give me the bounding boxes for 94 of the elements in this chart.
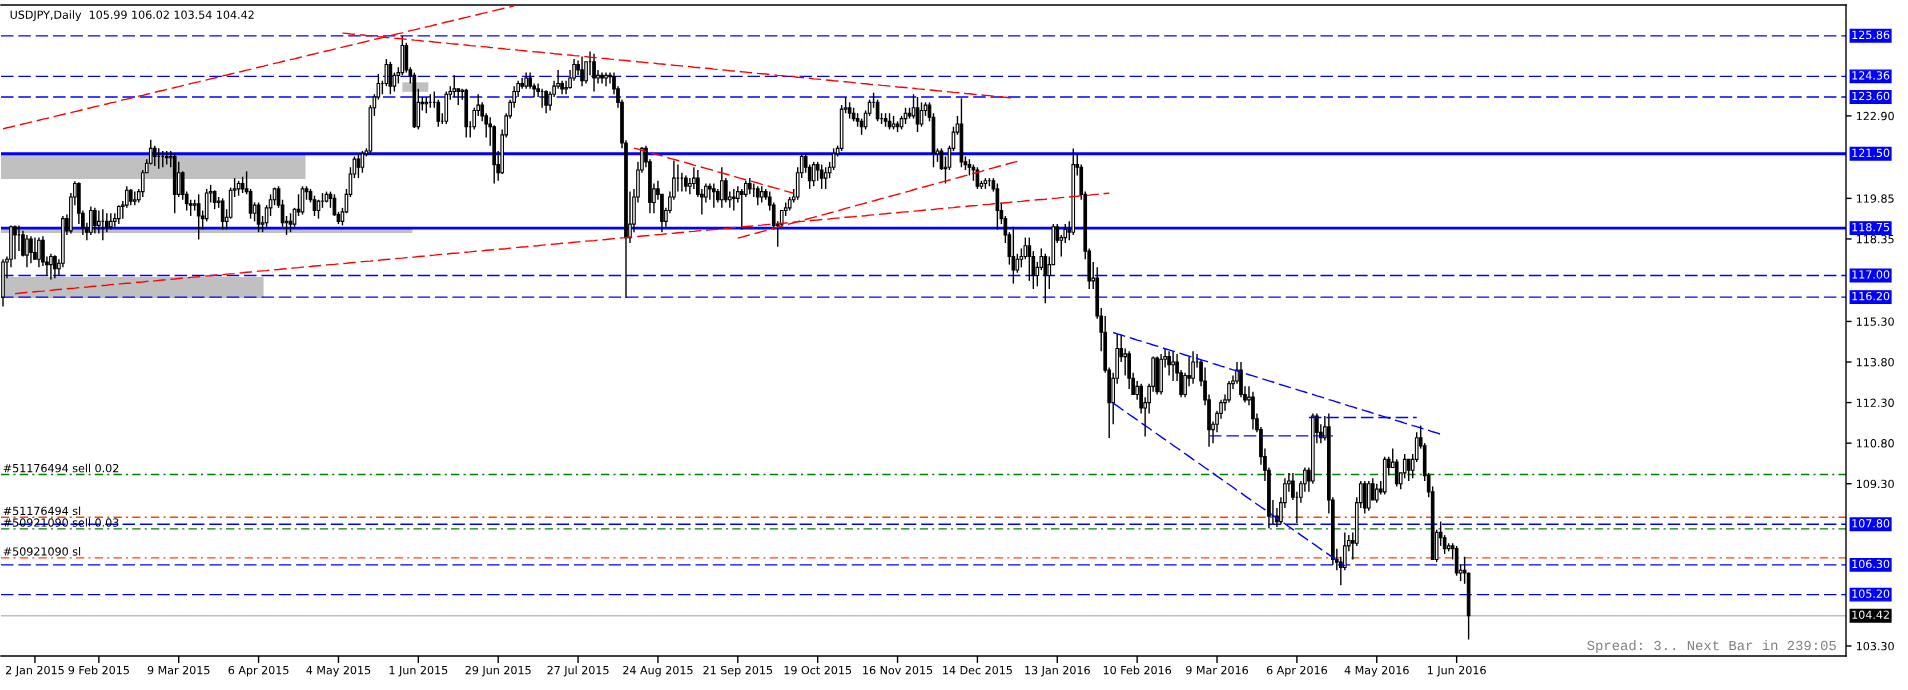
x-tick-label: 6 Apr 2015 — [228, 665, 289, 677]
candlestick — [29, 235, 33, 264]
candlestick — [360, 150, 365, 174]
x-tick-label: 9 Mar 2016 — [1186, 665, 1249, 675]
ref-line-label: 106.30 — [1852, 559, 1890, 569]
x-tick-label: 13 Jan 2016 — [1025, 665, 1090, 677]
candlestick — [592, 52, 596, 93]
ref-line-label: #51176494 sell 0.02 — [3, 463, 119, 473]
candlestick — [256, 201, 261, 233]
x-tick-label: 4 May 2015 — [306, 665, 371, 677]
candlestick — [37, 236, 41, 269]
ref-line-label: #51176494 sl — [3, 506, 81, 516]
x-tick-label: 1 Jun 2015 — [389, 665, 448, 677]
candlestick — [1171, 350, 1175, 382]
candlestick — [544, 89, 548, 114]
y-tick-label: 115.30 — [1856, 317, 1894, 326]
ref-line-label: 104.42 — [1852, 610, 1889, 619]
candlestick — [116, 204, 121, 225]
candlestick — [452, 74, 457, 98]
candlestick — [1442, 534, 1447, 555]
ref-line-label: 125.86 — [1852, 30, 1890, 40]
candlestick — [755, 185, 760, 206]
y-tick-label: 113.80 — [1856, 357, 1894, 367]
ref-line-label: 116.20 — [1852, 291, 1890, 301]
candlestick — [93, 207, 97, 235]
y-tick-label: 118.35 — [1856, 234, 1894, 244]
y-tick-label: 119.85 — [1856, 194, 1894, 203]
x-tick-label: 2 Jan 2015 — [5, 665, 64, 677]
candlestick — [220, 197, 225, 231]
candlestick — [712, 182, 716, 209]
candlestick — [1167, 350, 1171, 377]
candlestick — [731, 188, 736, 212]
candlestick — [580, 55, 584, 87]
candlestick — [152, 144, 157, 167]
candlestick — [356, 153, 361, 179]
y-tick-label: 112.30 — [1856, 398, 1894, 407]
x-tick-label: 9 Mar 2015 — [147, 665, 210, 675]
ref-line-label: 117.00 — [1852, 270, 1890, 279]
candlestick — [520, 77, 524, 90]
candlestick — [1402, 453, 1407, 480]
candlestick — [1123, 347, 1128, 377]
annotation: Spread: 3.. Next Bar in 239:05 — [1587, 640, 1836, 653]
candlestick — [248, 188, 253, 220]
x-tick-label: 29 Jun 2015 — [465, 665, 531, 677]
x-tick-label: 4 May 2016 — [1344, 665, 1409, 677]
candlestick — [53, 254, 57, 279]
candlestick — [819, 163, 824, 190]
candlestick — [875, 98, 880, 122]
candlestick — [1027, 236, 1032, 282]
candlestick — [811, 161, 816, 187]
line-series — [1112, 331, 1442, 435]
x-tick-label: 24 Aug 2015 — [623, 665, 693, 677]
ref-line-label: 105.20 — [1852, 589, 1890, 598]
candlestick — [212, 189, 217, 210]
candlestick — [604, 71, 608, 87]
ref-line-label: 121.50 — [1852, 148, 1890, 157]
candlestick — [25, 234, 29, 269]
y-tick-label: 122.90 — [1856, 111, 1894, 121]
ref-line-label: 118.75 — [1852, 222, 1890, 232]
candlestick — [33, 236, 37, 260]
x-tick-label: 16 Nov 2015 — [863, 665, 933, 675]
x-tick-label: 21 Sep 2015 — [703, 665, 773, 677]
x-tick-label: 6 Apr 2016 — [1266, 665, 1328, 677]
candlestick — [1191, 350, 1195, 385]
candlestick — [49, 253, 53, 281]
candlestick — [288, 212, 293, 233]
y-tick-label: 110.80 — [1856, 439, 1894, 448]
x-tick-label: 27 Jul 2015 — [547, 665, 609, 677]
ref-line-label: 124.36 — [1852, 71, 1890, 80]
candlestick — [831, 147, 836, 171]
candlestick — [1015, 253, 1020, 274]
ref-line-label: 107.80 — [1852, 519, 1890, 528]
y-tick-label: 109.30 — [1856, 479, 1894, 489]
x-tick-label: 10 Feb 2016 — [1103, 665, 1172, 675]
candlestick — [995, 182, 1000, 231]
candlestick — [1374, 483, 1379, 504]
x-tick-label: 9 Feb 2015 — [68, 665, 129, 675]
ref-line-label: 123.60 — [1852, 91, 1890, 101]
x-tick-label: 14 Dec 2015 — [943, 665, 1012, 675]
candlestick — [89, 205, 93, 236]
ref-line-label: #50921090 sl — [3, 547, 81, 556]
x-tick-label: 1 Jun 2016 — [1427, 665, 1486, 677]
candlestick — [823, 166, 828, 190]
candlestick — [723, 177, 728, 204]
y-tick-label: 103.30 — [1856, 641, 1894, 651]
candlestick — [1394, 458, 1399, 488]
x-tick-label: 19 Oct 2015 — [784, 665, 852, 675]
candlestick — [1019, 247, 1024, 269]
candlestick — [388, 61, 393, 95]
candlestick — [1406, 458, 1411, 482]
candlestick — [1011, 226, 1016, 285]
candlestick — [13, 224, 17, 260]
candlestick — [124, 185, 129, 209]
chart-title: USDJPY,Daily 105.99 106.02 103.54 104.42 — [10, 10, 254, 22]
